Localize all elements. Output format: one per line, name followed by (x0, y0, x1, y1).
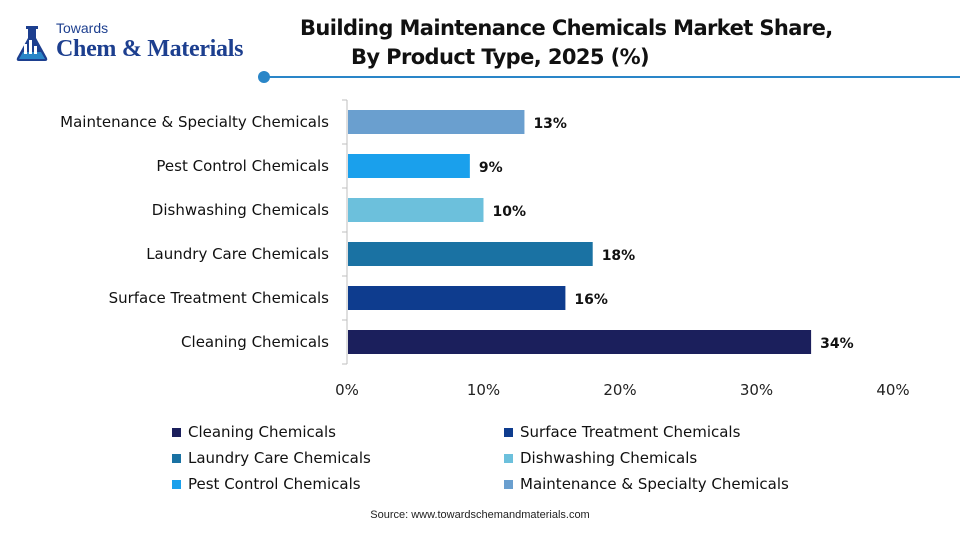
data-label: 18% (602, 248, 636, 264)
category-label: Maintenance & Specialty Chemicals (60, 113, 329, 131)
data-label: 16% (574, 292, 608, 308)
data-label: 10% (493, 204, 527, 220)
legend-item: Pest Control Chemicals (172, 474, 504, 494)
bar (348, 286, 566, 310)
brand-top-text: Towards (56, 20, 109, 36)
category-label: Surface Treatment Chemicals (109, 289, 330, 307)
category-label: Pest Control Chemicals (156, 157, 329, 175)
bar-chart: Cleaning Chemicals 34% Surface Treatment C… (60, 99, 910, 399)
bar (348, 154, 470, 178)
legend-swatch (504, 453, 513, 463)
bar (348, 198, 484, 222)
legend-swatch (172, 427, 181, 437)
brand-name: Chem & Materials (56, 36, 244, 62)
x-tick-label: 20% (603, 381, 636, 399)
legend-label: Maintenance & Specialty Chemicals (520, 475, 789, 493)
legend-label: Surface Treatment Chemicals (520, 423, 741, 441)
data-label: 34% (820, 336, 854, 352)
category-label: Dishwashing Chemicals (152, 201, 329, 219)
legend-swatch (172, 479, 181, 489)
category-label: Cleaning Chemicals (181, 333, 329, 351)
legend-label: Laundry Care Chemicals (188, 449, 371, 467)
legend-swatch (504, 427, 513, 437)
brand-logo: Towards Chem & Materials (14, 20, 254, 70)
legend-label: Dishwashing Chemicals (520, 449, 698, 467)
legend-item: Laundry Care Chemicals (172, 448, 504, 468)
x-tick-label: 10% (467, 381, 500, 399)
x-tick-label: 0% (335, 381, 359, 399)
legend-item: Maintenance & Specialty Chemicals (504, 474, 836, 494)
legend-item: Dishwashing Chemicals (504, 448, 836, 468)
chart-title-line-2: By Product Type, 2025 (%) (350, 45, 650, 69)
x-tick-label: 40% (876, 381, 909, 399)
legend-swatch (504, 479, 513, 489)
legend-label: Pest Control Chemicals (188, 475, 361, 493)
data-label: 9% (479, 160, 503, 176)
bar (348, 330, 812, 354)
source-note: Source: www.towardschemandmaterials.com (370, 509, 590, 521)
header-divider (264, 76, 960, 78)
bar (348, 110, 525, 134)
chart-legend: Cleaning Chemicals Surface Treatment Chem… (172, 422, 852, 494)
data-label: 13% (533, 116, 567, 132)
flask-logo-icon (16, 26, 48, 61)
legend-swatch (172, 453, 181, 463)
legend-label: Cleaning Chemicals (188, 423, 336, 441)
category-label: Laundry Care Chemicals (146, 245, 329, 263)
bar (348, 242, 593, 266)
legend-item: Surface Treatment Chemicals (504, 422, 836, 442)
legend-item: Cleaning Chemicals (172, 422, 504, 442)
x-tick-label: 30% (740, 381, 773, 399)
